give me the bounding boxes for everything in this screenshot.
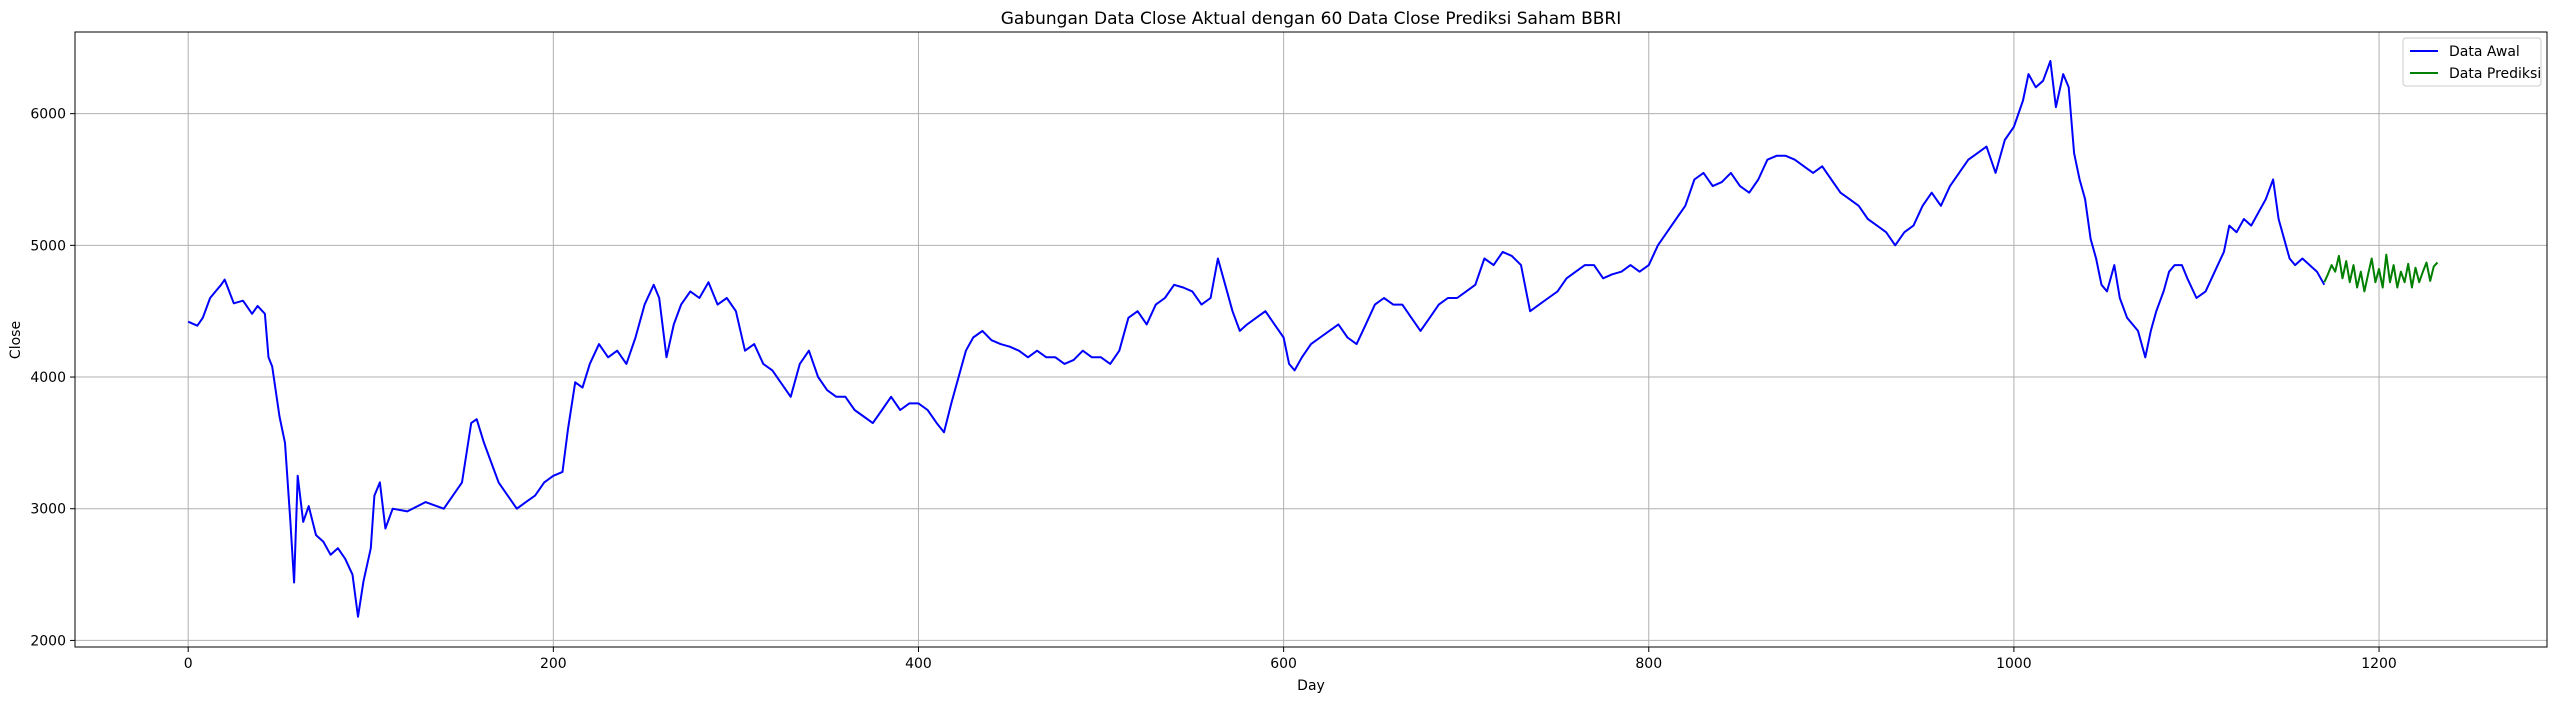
series-line-data-prediksi — [2323, 253, 2439, 293]
x-tick-label: 1000 — [1996, 656, 2032, 672]
y-tick-label: 6000 — [30, 107, 66, 123]
legend-label-data-awal: Data Awal — [2449, 44, 2520, 60]
x-tick-label: 1200 — [2361, 656, 2397, 672]
grid-lines — [75, 32, 2547, 647]
y-axis-ticks: 2000 3000 4000 5000 6000 — [30, 107, 75, 649]
chart-title: Gabungan Data Close Aktual dengan 60 Dat… — [1001, 9, 1622, 29]
x-tick-label: 0 — [184, 656, 193, 672]
x-tick-label: 800 — [1635, 656, 1662, 672]
y-tick-label: 3000 — [30, 502, 66, 518]
x-tick-label: 600 — [1270, 656, 1297, 672]
legend: Data Awal Data Prediksi — [2402, 37, 2542, 87]
plot-series — [187, 60, 2439, 618]
plot-area-frame — [74, 31, 2548, 648]
x-axis-title: Day — [1297, 678, 1325, 694]
x-axis-ticks: 0 200 400 600 800 1000 1200 — [184, 647, 2397, 672]
series-line-data-awal — [187, 60, 2326, 618]
y-tick-label: 4000 — [30, 370, 66, 386]
x-tick-label: 200 — [540, 656, 567, 672]
y-tick-label: 2000 — [30, 633, 66, 649]
x-tick-label: 400 — [905, 656, 932, 672]
y-tick-label: 5000 — [30, 238, 66, 254]
legend-label-data-prediksi: Data Prediksi — [2449, 66, 2541, 82]
y-axis-title: Close — [8, 321, 24, 359]
